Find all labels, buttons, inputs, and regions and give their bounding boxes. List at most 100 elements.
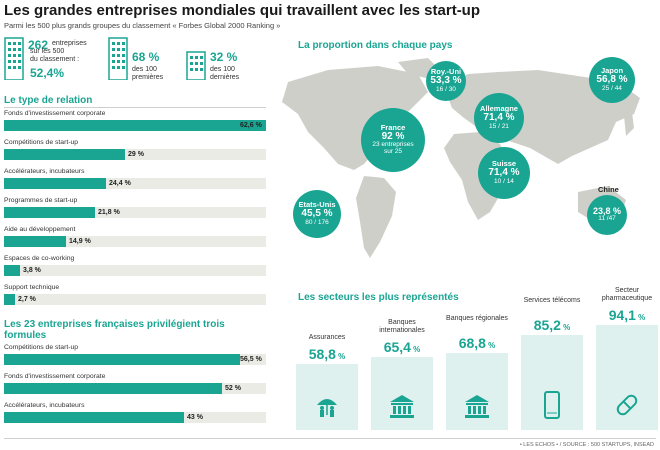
- sector-value-number: 68,8: [458, 335, 486, 351]
- bubble-france: France 92 % 23 entreprises sur 25: [361, 108, 425, 172]
- bubble-percent: 23,8 %: [592, 205, 622, 216]
- bubble-usa: Etats-Unis 45,5 % 80 / 176: [293, 190, 341, 238]
- bar-track: 3,8 %: [4, 265, 266, 276]
- sector-value-number: 85,2: [533, 317, 561, 333]
- bar: [4, 383, 222, 394]
- sector-value: 85,2 %: [521, 317, 583, 333]
- bar-label: Fonds d'investissement corporate: [4, 373, 106, 380]
- sector-bar: [371, 357, 433, 430]
- sector-value: 58,8 %: [296, 346, 358, 362]
- sector-name: Assurances: [308, 334, 346, 341]
- bank-icon: [463, 393, 491, 424]
- stats-row: 262 entreprises sur les 500 du classemen…: [4, 34, 294, 84]
- bubble-percent: 53,3 %: [430, 75, 462, 87]
- sector-bar: [596, 325, 658, 430]
- sector-value-unit: %: [560, 323, 571, 332]
- sectors-chart: 58,8 % Assurances 65,4 % Banques internatio…: [296, 287, 660, 430]
- divider: [4, 438, 656, 439]
- sector-name: Secteur pharmaceutique: [601, 287, 653, 302]
- stat-text: du classement :: [30, 56, 80, 63]
- sector-value: 68,8 %: [446, 335, 508, 351]
- bar: [4, 236, 66, 247]
- stat-value: 68 %: [132, 50, 160, 64]
- bar: [4, 120, 266, 131]
- stat-text: premières: [132, 74, 164, 81]
- sector-value-unit: %: [410, 345, 421, 354]
- bubble-country: Roy.-Uni: [430, 67, 462, 77]
- bar-track: 52 %: [4, 383, 266, 394]
- umbrella-family-icon: [314, 393, 340, 424]
- bubble-detail: 23 entreprises sur 25: [372, 141, 414, 156]
- divider: [4, 107, 266, 108]
- bar-track: 29 %: [4, 149, 266, 160]
- source-footer: • LES ECHOS • / SOURCE : 500 STARTUPS, I…: [519, 442, 654, 448]
- bubble-country: Suisse: [491, 159, 517, 169]
- sector-value-unit: %: [485, 341, 496, 350]
- bubble-switzerland: Suisse 71,4 % 10 / 14: [478, 147, 530, 199]
- bar: [4, 294, 15, 305]
- stat-text: sur les 500: [30, 48, 65, 55]
- stat-value: 262: [28, 38, 49, 52]
- bar-label: Espaces de co-working: [4, 255, 75, 262]
- bubble-percent: 92 %: [381, 130, 405, 142]
- bar-track: 24,4 %: [4, 178, 266, 189]
- bar-value-label: 2,7 %: [18, 295, 36, 303]
- sector-name: Banques internationales: [379, 319, 425, 334]
- bubble-japan: Japon 56,8 % 25 / 44: [589, 57, 635, 103]
- bar-label: Compétitions de start-up: [4, 139, 79, 146]
- sector-bar: [296, 364, 358, 430]
- sector-name: Services télécoms: [523, 297, 581, 304]
- bar-track: 43 %: [4, 412, 266, 423]
- sector-value: 65,4 %: [371, 339, 433, 355]
- bar: [4, 354, 240, 365]
- relation-chart-title: Le type de relation: [4, 95, 93, 106]
- bubble-country: Japon: [600, 66, 624, 76]
- bar-value-label: 24,4 %: [109, 179, 131, 187]
- bar-track: 14,9 %: [4, 236, 266, 247]
- sector-bar: [446, 353, 508, 430]
- stat-text: entreprises: [52, 40, 87, 47]
- bubble-country: Etats-Unis: [298, 200, 336, 210]
- bubble-percent: 45,5 %: [301, 208, 333, 220]
- bar-value-label: 43 %: [187, 413, 203, 421]
- bar: [4, 412, 184, 423]
- sectors-title: Les secteurs les plus représentés: [298, 292, 459, 303]
- bubble-country: Allemagne: [480, 104, 518, 114]
- china-label: Chine: [598, 185, 619, 194]
- bubble-uk: Roy.-Uni 53,3 % 16 / 30: [426, 61, 466, 101]
- french-bar-chart: Compétitions de start-up 56,5 % Fonds d'in…: [4, 342, 266, 432]
- stat-text: des 100: [210, 66, 235, 73]
- page-title: Les grandes entreprises mondiales qui tr…: [4, 2, 481, 19]
- sector-value-number: 58,8: [308, 346, 336, 362]
- bar-value-label: 14,9 %: [69, 237, 91, 245]
- sector-bar: [521, 335, 583, 430]
- stat-text: des 100: [132, 66, 157, 73]
- bar-label: Programmes de start-up: [4, 197, 78, 204]
- page-subtitle: Parmi les 500 plus grands groupes du cla…: [4, 21, 281, 30]
- bubble-detail: 11 /47: [598, 215, 616, 223]
- bar-label: Aide au développement: [4, 226, 76, 233]
- bar-value-label: 29 %: [128, 150, 144, 158]
- sector-value-number: 94,1: [608, 307, 636, 323]
- building-icon: [186, 51, 206, 80]
- map-title: La proportion dans chaque pays: [298, 40, 453, 51]
- bar-label: Fonds d'investissement corporate: [4, 110, 106, 117]
- sector-value-number: 65,4: [383, 339, 411, 355]
- stat-percent: 52,4%: [30, 66, 65, 80]
- bubble-percent: 71,4 %: [483, 112, 515, 124]
- bar-value-label: 52 %: [225, 384, 241, 392]
- bubble-germany: Allemagne 71,4 % 15 / 21: [474, 93, 524, 143]
- bar-track: 56,5 %: [4, 354, 266, 365]
- relation-bar-chart: Fonds d'investissement corporate 62,6 % Co…: [4, 108, 266, 312]
- bar-value-label: 62,6 %: [240, 121, 262, 129]
- building-icon: [108, 37, 128, 80]
- bubble-percent: 56,8 %: [596, 74, 628, 86]
- bar-value-label: 56,5 %: [240, 355, 262, 363]
- bubble-country: France: [380, 123, 406, 132]
- bubble-detail: 25 / 44: [602, 84, 622, 92]
- sector-value-unit: %: [335, 352, 346, 361]
- bar-label: Accélérateurs, incubateurs: [4, 168, 85, 175]
- bar-value-label: 3,8 %: [23, 266, 41, 274]
- bank-icon: [388, 393, 416, 424]
- bubble-percent: 71,4 %: [488, 167, 520, 179]
